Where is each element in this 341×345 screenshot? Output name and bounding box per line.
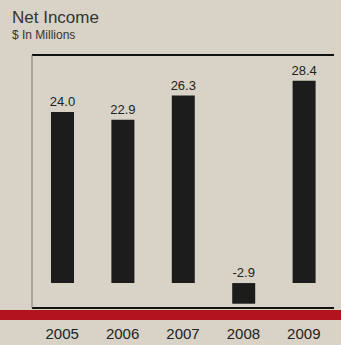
svg-text:28.4: 28.4 bbox=[291, 63, 316, 78]
svg-text:-2.9: -2.9 bbox=[232, 265, 254, 280]
svg-text:2005: 2005 bbox=[46, 325, 79, 342]
svg-text:2008: 2008 bbox=[227, 325, 260, 342]
svg-text:26.3: 26.3 bbox=[171, 78, 196, 93]
svg-text:24.0: 24.0 bbox=[50, 94, 75, 109]
svg-text:2009: 2009 bbox=[287, 325, 320, 342]
svg-text:2006: 2006 bbox=[106, 325, 139, 342]
html-text:$ In Millions: $ In Millions bbox=[12, 28, 76, 42]
svg-text:22.9: 22.9 bbox=[110, 102, 135, 117]
svg-text:2007: 2007 bbox=[166, 325, 199, 342]
html-text:Net Income: Net Income bbox=[12, 8, 99, 27]
